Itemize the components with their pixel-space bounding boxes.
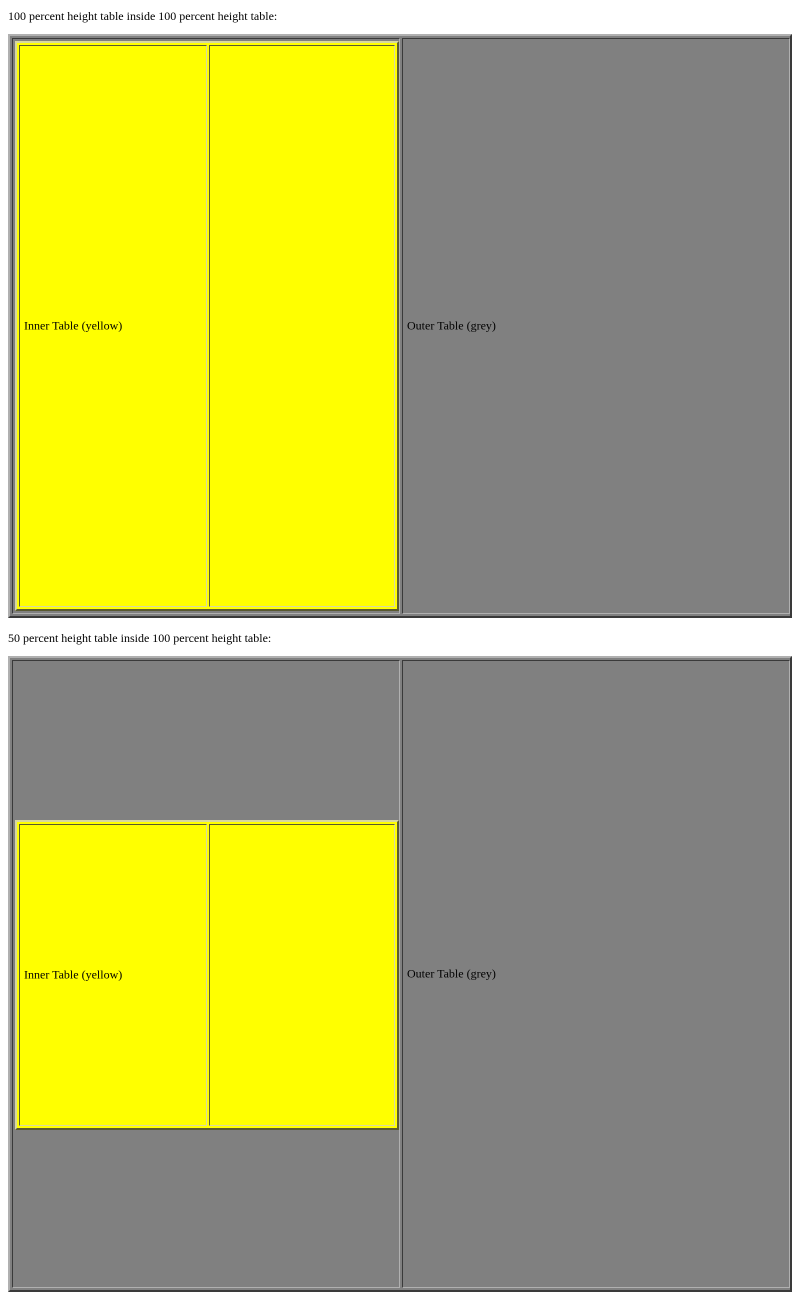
outer-table-2-left-cell: Inner Table (yellow) [12, 660, 400, 1288]
inner-table-2-left-cell: Inner Table (yellow) [19, 824, 207, 1126]
inner-table-1: Inner Table (yellow) [15, 41, 399, 611]
outer-table-2: Inner Table (yellow) Outer Table (grey) [8, 656, 792, 1292]
outer-table-1: Inner Table (yellow) Outer Table (grey) [8, 34, 792, 618]
outer-table-2-label: Outer Table (grey) [407, 966, 496, 981]
outer-table-2-right-cell: Outer Table (grey) [402, 660, 790, 1288]
inner-table-1-right-cell [209, 45, 395, 607]
inner-table-2-label: Inner Table (yellow) [24, 967, 123, 982]
inner-table-1-label: Inner Table (yellow) [24, 318, 123, 333]
section-2-caption: 50 percent height table inside 100 perce… [8, 631, 272, 645]
inner-table-1-left-cell: Inner Table (yellow) [19, 45, 207, 607]
outer-table-1-left-cell: Inner Table (yellow) [12, 38, 400, 614]
section-1-caption: 100 percent height table inside 100 perc… [8, 9, 278, 23]
inner-table-2-right-cell [209, 824, 395, 1126]
inner-table-2: Inner Table (yellow) [15, 820, 399, 1130]
outer-table-1-right-cell: Outer Table (grey) [402, 38, 790, 614]
outer-table-1-label: Outer Table (grey) [407, 318, 496, 333]
